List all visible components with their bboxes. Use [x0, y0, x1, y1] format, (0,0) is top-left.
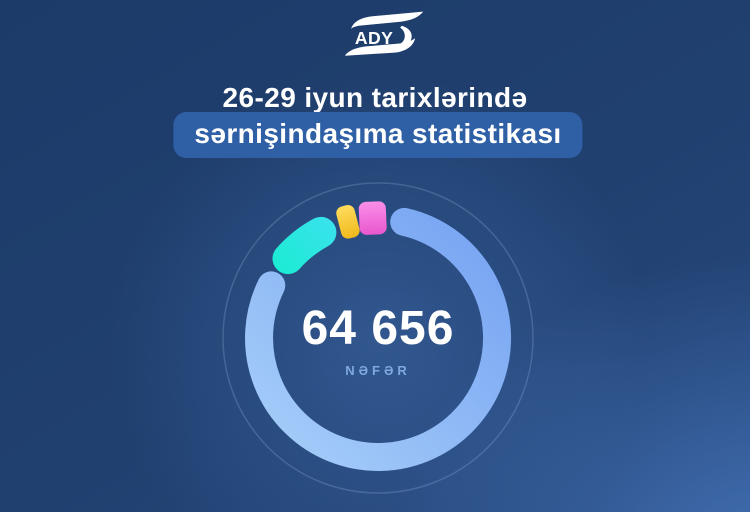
logo-bottom-swoosh-icon	[344, 38, 416, 56]
ady-logo: ADY	[335, 7, 427, 63]
ady-logo-icon: ADY	[344, 11, 424, 56]
ady-logo-text: ADY	[355, 28, 393, 48]
donut-segment-pink	[358, 201, 387, 235]
title-line-1: 26-29 iyun tarixlərində	[222, 82, 528, 113]
donut-segment-cyan	[272, 216, 337, 275]
donut-segment-yellow	[336, 205, 360, 239]
passenger-count-value: 64 656	[301, 302, 455, 355]
donut-center-label: 64 656 NƏFƏR	[198, 158, 558, 512]
outer-guide-circle	[222, 182, 534, 494]
logo-top-swoosh-icon	[351, 11, 424, 29]
passenger-count-unit: NƏFƏR	[345, 363, 411, 378]
title-pill: sərnişindaşıma statistikası	[173, 112, 583, 158]
donut-segment-main-blue	[245, 207, 512, 471]
